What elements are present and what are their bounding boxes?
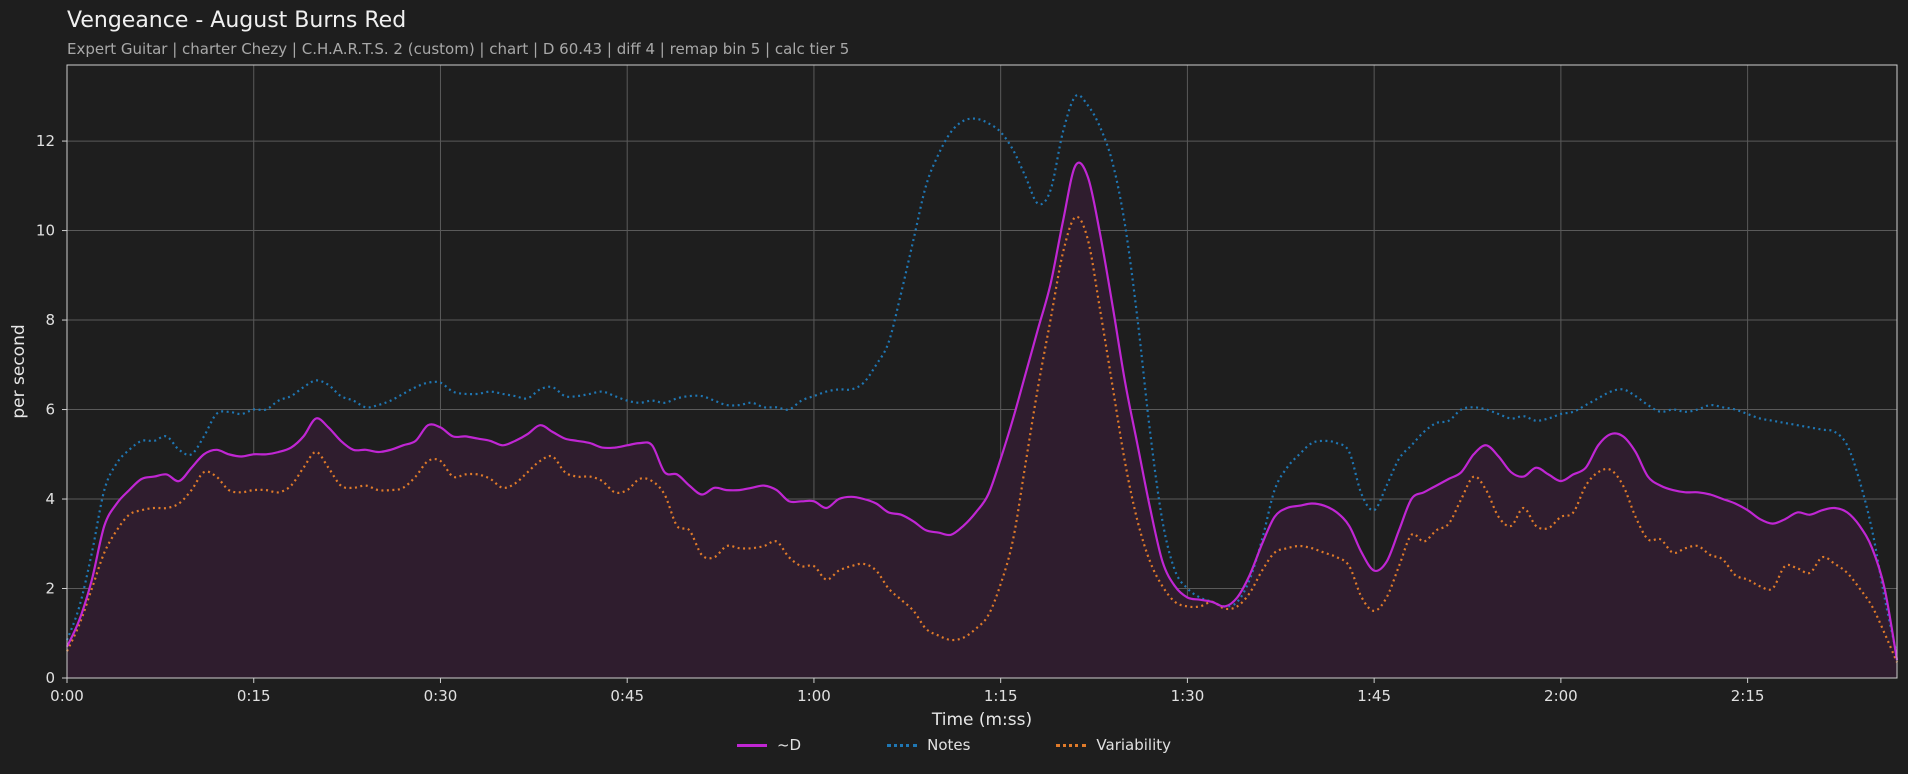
y-axis-ticks: 0 2 4 6 8 10 12	[36, 132, 67, 687]
series-lines	[65, 93, 1899, 663]
legend-swatch-notes	[887, 743, 918, 747]
x-tick-label: 1:30	[1171, 687, 1205, 705]
x-axis-ticks: 0:00 0:15 0:30 0:45 1:00 1:15 1:30 1:45 2:00 2:15	[50, 678, 1764, 705]
y-tick-label: 10	[36, 222, 55, 240]
x-tick-label: 2:15	[1731, 687, 1765, 705]
x-tick-label: 0:45	[610, 687, 644, 705]
chart-legend: ~D Notes Variability	[0, 736, 1908, 754]
legend-item-d: ~D	[736, 736, 802, 754]
x-tick-label: 1:00	[797, 687, 831, 705]
x-tick-label: 0:15	[237, 687, 271, 705]
area-fill-d	[67, 162, 1897, 679]
chart-title: Vengeance - August Burns Red	[67, 8, 407, 33]
legend-swatch-variability	[1056, 743, 1087, 747]
x-tick-label: 0:00	[50, 687, 84, 705]
legend-label-variability: Variability	[1096, 736, 1172, 754]
y-tick-label: 0	[45, 669, 55, 687]
x-axis-label: Time (m:ss)	[931, 710, 1032, 730]
y-tick-label: 8	[45, 311, 55, 329]
legend-label-notes: Notes	[927, 736, 971, 754]
y-tick-label: 6	[45, 401, 55, 419]
y-axis-label: per second	[9, 324, 29, 418]
area-fills	[67, 162, 1897, 679]
x-tick-label: 1:45	[1357, 687, 1391, 705]
series-line-d	[66, 161, 1899, 661]
plot-frame	[66, 64, 1898, 679]
x-tick-label: 2:00	[1544, 687, 1578, 705]
legend-swatch-d	[736, 743, 767, 747]
y-tick-label: 12	[36, 132, 55, 150]
chart-subtitle: Expert Guitar | charter Chezy | C.H.A.R.…	[67, 40, 850, 58]
legend-item-notes: Notes	[827, 736, 970, 754]
x-tick-label: 1:15	[984, 687, 1018, 705]
x-tick-label: 0:30	[424, 687, 458, 705]
legend-label-d: ~D	[776, 736, 802, 754]
y-tick-label: 2	[45, 580, 55, 598]
y-tick-label: 4	[45, 490, 55, 508]
legend-item-variability: Variability	[996, 736, 1171, 754]
